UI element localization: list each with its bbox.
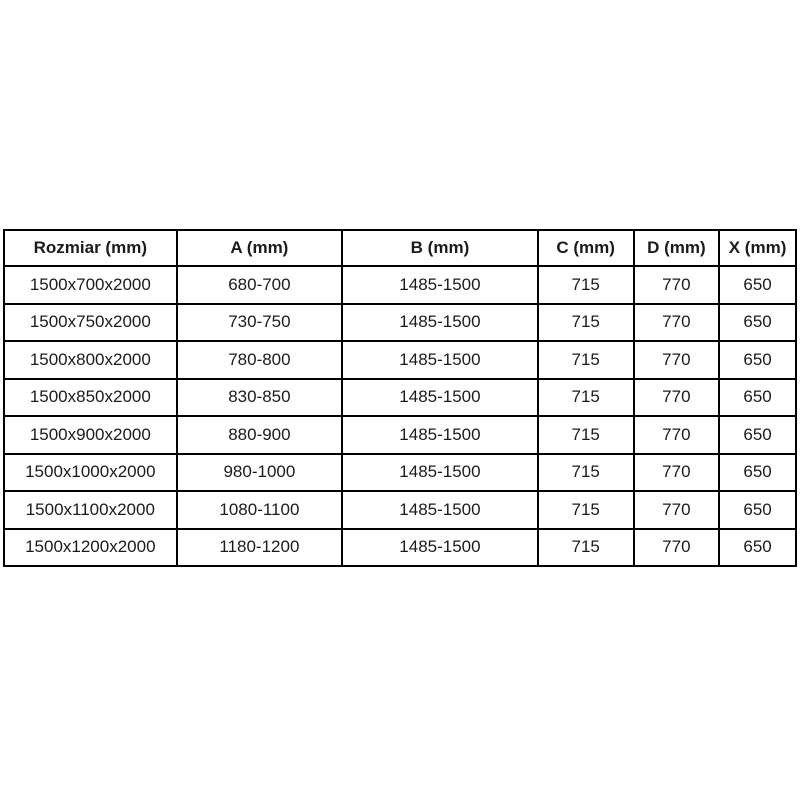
table-row: 1500x1000x2000 980-1000 1485-1500 715 77… xyxy=(3,452,797,492)
table-row: 1500x1100x2000 1080-1100 1485-1500 715 7… xyxy=(3,490,797,530)
header-cell-b: B (mm) xyxy=(341,229,539,267)
table-cell-rozmiar: 1500x800x2000 xyxy=(3,340,178,380)
table-cell-d: 770 xyxy=(632,340,721,380)
table-cell-d: 770 xyxy=(632,527,721,567)
table-cell-b: 1485-1500 xyxy=(341,490,539,530)
table-cell-rozmiar: 1500x750x2000 xyxy=(3,302,178,342)
table-cell-d: 770 xyxy=(632,265,721,305)
table-cell-c: 715 xyxy=(536,527,635,567)
table-cell-x: 650 xyxy=(718,340,797,380)
table-cell-rozmiar: 1500x1200x2000 xyxy=(3,527,178,567)
table-cell-b: 1485-1500 xyxy=(341,452,539,492)
table-row: 1500x1200x2000 1180-1200 1485-1500 715 7… xyxy=(3,527,797,567)
table-cell-b: 1485-1500 xyxy=(341,415,539,455)
table-cell-c: 715 xyxy=(536,377,635,417)
table-cell-rozmiar: 1500x900x2000 xyxy=(3,415,178,455)
table-row: 1500x750x2000 730-750 1485-1500 715 770 … xyxy=(3,302,797,342)
table-cell-d: 770 xyxy=(632,490,721,530)
table-cell-b: 1485-1500 xyxy=(341,377,539,417)
header-cell-x: X (mm) xyxy=(718,229,797,267)
table-cell-d: 770 xyxy=(632,377,721,417)
table-cell-d: 770 xyxy=(632,302,721,342)
header-cell-a: A (mm) xyxy=(175,229,344,267)
table-cell-a: 1080-1100 xyxy=(175,490,344,530)
table-cell-a: 830-850 xyxy=(175,377,344,417)
table-cell-rozmiar: 1500x1100x2000 xyxy=(3,490,178,530)
table-cell-c: 715 xyxy=(536,490,635,530)
table-cell-x: 650 xyxy=(718,490,797,530)
table-row: 1500x700x2000 680-700 1485-1500 715 770 … xyxy=(3,265,797,305)
table-cell-rozmiar: 1500x1000x2000 xyxy=(3,452,178,492)
dimension-table: Rozmiar (mm) A (mm) B (mm) C (mm) D (mm)… xyxy=(3,229,797,567)
table-row: 1500x850x2000 830-850 1485-1500 715 770 … xyxy=(3,377,797,417)
table-cell-x: 650 xyxy=(718,377,797,417)
table-cell-a: 680-700 xyxy=(175,265,344,305)
dimension-table-container: Rozmiar (mm) A (mm) B (mm) C (mm) D (mm)… xyxy=(3,229,797,567)
header-cell-d: D (mm) xyxy=(632,229,721,267)
table-cell-b: 1485-1500 xyxy=(341,265,539,305)
table-row: 1500x800x2000 780-800 1485-1500 715 770 … xyxy=(3,340,797,380)
table-cell-x: 650 xyxy=(718,302,797,342)
table-cell-x: 650 xyxy=(718,415,797,455)
table-cell-a: 1180-1200 xyxy=(175,527,344,567)
table-cell-rozmiar: 1500x850x2000 xyxy=(3,377,178,417)
table-cell-d: 770 xyxy=(632,415,721,455)
header-cell-rozmiar: Rozmiar (mm) xyxy=(3,229,178,267)
table-cell-x: 650 xyxy=(718,527,797,567)
table-cell-b: 1485-1500 xyxy=(341,527,539,567)
table-cell-x: 650 xyxy=(718,265,797,305)
table-row: 1500x900x2000 880-900 1485-1500 715 770 … xyxy=(3,415,797,455)
table-cell-a: 880-900 xyxy=(175,415,344,455)
table-cell-x: 650 xyxy=(718,452,797,492)
table-cell-c: 715 xyxy=(536,415,635,455)
table-cell-a: 780-800 xyxy=(175,340,344,380)
table-cell-a: 980-1000 xyxy=(175,452,344,492)
table-cell-b: 1485-1500 xyxy=(341,302,539,342)
table-cell-c: 715 xyxy=(536,302,635,342)
table-cell-c: 715 xyxy=(536,452,635,492)
table-cell-a: 730-750 xyxy=(175,302,344,342)
table-cell-c: 715 xyxy=(536,340,635,380)
header-cell-c: C (mm) xyxy=(536,229,635,267)
table-cell-d: 770 xyxy=(632,452,721,492)
table-cell-b: 1485-1500 xyxy=(341,340,539,380)
table-cell-c: 715 xyxy=(536,265,635,305)
table-header-row: Rozmiar (mm) A (mm) B (mm) C (mm) D (mm)… xyxy=(3,229,797,267)
table-cell-rozmiar: 1500x700x2000 xyxy=(3,265,178,305)
